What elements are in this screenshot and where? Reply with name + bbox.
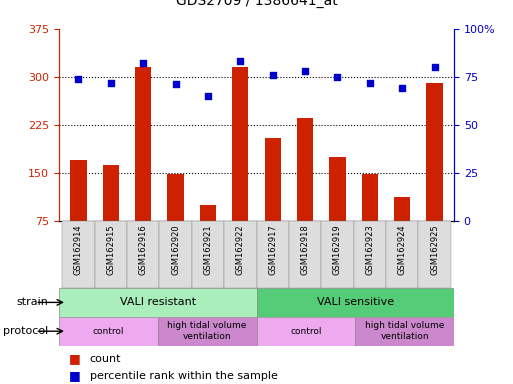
Bar bbox=[103, 165, 119, 221]
Point bbox=[139, 60, 147, 66]
Text: GSM162920: GSM162920 bbox=[171, 224, 180, 275]
Text: ■: ■ bbox=[69, 369, 81, 382]
Bar bbox=[224, 221, 256, 288]
Text: GSM162918: GSM162918 bbox=[301, 224, 309, 275]
Point bbox=[301, 68, 309, 74]
Point bbox=[333, 74, 342, 80]
Bar bbox=[297, 118, 313, 221]
Bar bbox=[59, 317, 158, 346]
Text: GSM162917: GSM162917 bbox=[268, 224, 277, 275]
Text: GSM162924: GSM162924 bbox=[398, 224, 407, 275]
Text: GSM162922: GSM162922 bbox=[236, 224, 245, 275]
Point bbox=[366, 79, 374, 86]
Bar bbox=[386, 221, 419, 288]
Text: GSM162923: GSM162923 bbox=[365, 224, 374, 275]
Point bbox=[236, 58, 244, 65]
Text: VALI resistant: VALI resistant bbox=[120, 297, 196, 308]
Bar bbox=[70, 160, 87, 221]
Bar bbox=[321, 221, 353, 288]
Point bbox=[430, 64, 439, 70]
Bar bbox=[355, 317, 454, 346]
Bar bbox=[426, 83, 443, 221]
Point bbox=[204, 93, 212, 99]
Bar bbox=[419, 221, 451, 288]
Bar bbox=[200, 205, 216, 221]
Bar bbox=[232, 67, 248, 221]
Bar bbox=[158, 317, 256, 346]
Text: GDS2709 / 1386641_at: GDS2709 / 1386641_at bbox=[175, 0, 338, 8]
Text: ■: ■ bbox=[69, 353, 81, 366]
Point bbox=[107, 79, 115, 86]
Bar bbox=[394, 197, 410, 221]
Text: GSM162914: GSM162914 bbox=[74, 224, 83, 275]
Text: GSM162919: GSM162919 bbox=[333, 224, 342, 275]
Text: control: control bbox=[93, 327, 124, 336]
Bar bbox=[167, 174, 184, 221]
Bar bbox=[256, 221, 289, 288]
Bar bbox=[192, 221, 224, 288]
Bar bbox=[127, 221, 160, 288]
Text: high tidal volume
ventilation: high tidal volume ventilation bbox=[365, 321, 444, 341]
Text: control: control bbox=[290, 327, 322, 336]
Text: percentile rank within the sample: percentile rank within the sample bbox=[90, 371, 278, 381]
Text: strain: strain bbox=[17, 297, 49, 308]
Text: GSM162921: GSM162921 bbox=[204, 224, 212, 275]
Bar bbox=[362, 174, 378, 221]
Bar bbox=[135, 67, 151, 221]
Bar bbox=[265, 137, 281, 221]
Text: GSM162925: GSM162925 bbox=[430, 224, 439, 275]
Bar bbox=[353, 221, 386, 288]
Text: GSM162916: GSM162916 bbox=[139, 224, 148, 275]
Point bbox=[398, 85, 406, 91]
Text: VALI sensitive: VALI sensitive bbox=[317, 297, 394, 308]
Bar bbox=[160, 221, 192, 288]
Bar bbox=[256, 317, 355, 346]
Text: protocol: protocol bbox=[4, 326, 49, 336]
Bar bbox=[59, 288, 256, 317]
Bar bbox=[329, 157, 346, 221]
Point bbox=[269, 72, 277, 78]
Bar bbox=[289, 221, 321, 288]
Bar bbox=[62, 221, 94, 288]
Point bbox=[171, 81, 180, 88]
Text: high tidal volume
ventilation: high tidal volume ventilation bbox=[167, 321, 247, 341]
Text: count: count bbox=[90, 354, 121, 364]
Bar bbox=[256, 288, 454, 317]
Bar bbox=[94, 221, 127, 288]
Text: GSM162915: GSM162915 bbox=[106, 224, 115, 275]
Point bbox=[74, 76, 83, 82]
